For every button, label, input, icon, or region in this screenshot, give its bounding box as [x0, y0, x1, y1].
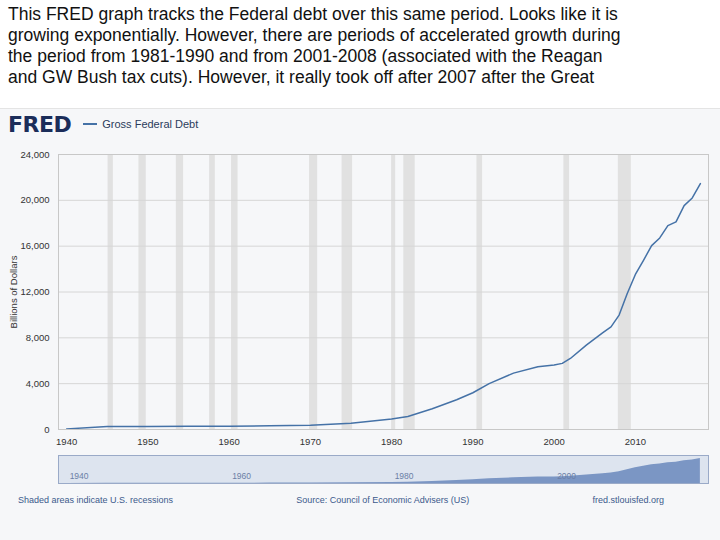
svg-text:1960: 1960	[232, 471, 251, 481]
svg-text:1980: 1980	[395, 471, 414, 481]
svg-text:Billions of Dollars: Billions of Dollars	[8, 255, 19, 328]
html-text:fred.stlouisfed.org: fred.stlouisfed.org	[592, 495, 664, 505]
html-text:FRED: FRED	[8, 111, 72, 137]
svg-text:1990: 1990	[462, 436, 483, 447]
svg-text:1970: 1970	[300, 436, 321, 447]
svg-text:1960: 1960	[219, 436, 240, 447]
svg-text:20,000: 20,000	[20, 194, 49, 205]
html-text:Gross Federal Debt: Gross Federal Debt	[102, 118, 199, 130]
svg-text:24,000: 24,000	[20, 149, 49, 160]
svg-text:2000: 2000	[557, 471, 576, 481]
html-text:and GW Bush tax cuts). However: and GW Bush tax cuts). However, it reall…	[8, 67, 595, 87]
svg-text:1980: 1980	[381, 436, 402, 447]
svg-text:16,000: 16,000	[20, 240, 49, 251]
html-text:This FRED graph tracks the Fed: This FRED graph tracks the Federal debt …	[8, 4, 618, 24]
svg-text:4,000: 4,000	[26, 378, 50, 389]
html-text:the period from 1981-1990 and: the period from 1981-1990 and from 2001-…	[8, 46, 603, 66]
svg-text:8,000: 8,000	[26, 332, 50, 343]
svg-text:1950: 1950	[137, 436, 158, 447]
html-text:Source: Council of Economic Ad: Source: Council of Economic Advisers (US…	[296, 495, 470, 505]
svg-text:2000: 2000	[544, 436, 565, 447]
svg-text:12,000: 12,000	[20, 286, 49, 297]
svg-text:2010: 2010	[625, 436, 646, 447]
html-text:growing exponentially. However: growing exponentially. However, there ar…	[8, 25, 621, 45]
html-text:Shaded areas indicate U.S. rec: Shaded areas indicate U.S. recessions	[18, 495, 174, 505]
svg-text:0: 0	[44, 424, 49, 435]
svg-text:1940: 1940	[56, 436, 77, 447]
svg-text:1940: 1940	[70, 471, 89, 481]
